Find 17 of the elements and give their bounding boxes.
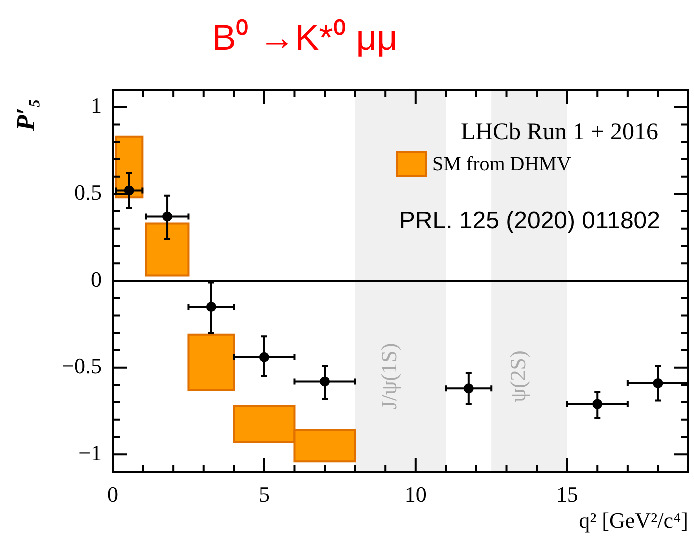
y-axis-title: P′₅ [12,98,41,132]
legend-label: SM from DHMV [432,153,572,176]
y-tick-label: 0.5 [74,180,102,205]
x-tick-label: 5 [258,482,270,507]
y-tick-label: 0 [91,266,102,292]
annotation: PRL. 125 (2020) 011802 [399,208,660,235]
y-tick-label: −1 [78,440,102,466]
chart-title: B⁰ →K*⁰ μμ [212,16,398,58]
x-tick-label: 15 [556,482,578,507]
band-label: J/ψ(1S) [376,343,402,410]
y-tick-label: 1 [91,93,102,118]
x-axis-title: q² [GeV²/c⁴] [579,508,688,533]
x-tick-label: 10 [404,482,427,507]
y-tick-label: −0.5 [62,354,102,379]
x-tick-label: 0 [108,482,118,507]
band-label: ψ(2S) [505,350,530,402]
annotation: LHCb Run 1 + 2016 [460,119,658,146]
